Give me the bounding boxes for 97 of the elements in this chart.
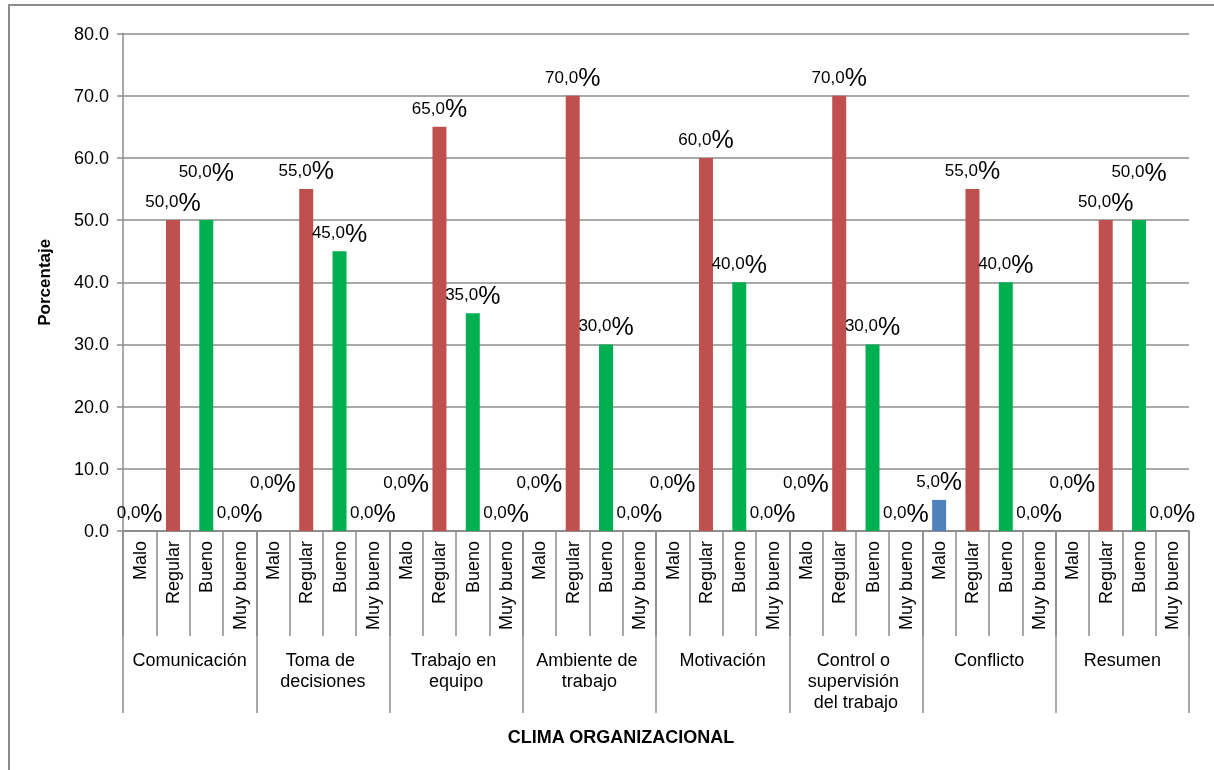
- y-tick-label: 80.0: [73, 23, 109, 44]
- x-tick-label: Muy bueno: [629, 541, 650, 631]
- data-label: 0,0%: [1049, 468, 1096, 497]
- y-tick-label: 10.0: [73, 458, 109, 479]
- data-label: 5,0%: [916, 467, 963, 496]
- data-label: 0,0%: [516, 468, 563, 497]
- data-label: 50,0%: [145, 187, 201, 216]
- y-tick-label: 0.0: [83, 521, 109, 541]
- bar: [865, 344, 880, 531]
- x-tick-label: Malo: [396, 541, 417, 581]
- x-tick-label: Malo: [795, 541, 816, 581]
- x-tick-label: Malo: [929, 541, 950, 581]
- bar: [199, 220, 214, 531]
- x-tick-label: Muy bueno: [229, 541, 250, 631]
- x-tick-label: Bueno: [329, 541, 350, 594]
- bar: [832, 95, 847, 531]
- x-tick-label: Bueno: [995, 541, 1016, 594]
- text: Conflicto: [954, 649, 1025, 670]
- bar: [465, 313, 480, 531]
- x-tick-label: Malo: [129, 541, 150, 581]
- y-tick-label: 20.0: [73, 396, 109, 417]
- bar: [332, 251, 347, 531]
- bar: [965, 188, 980, 531]
- y-tick-label: 40.0: [73, 272, 109, 293]
- data-label: 0,0%: [216, 498, 263, 527]
- bar: [599, 344, 614, 531]
- data-label: 55,0%: [278, 156, 334, 185]
- data-label: 0,0%: [882, 498, 929, 527]
- data-label: 55,0%: [944, 156, 1001, 185]
- x-tick-label: Muy bueno: [1029, 541, 1050, 631]
- x-tick-label: Bueno: [462, 541, 483, 594]
- x-tick-label: Regular: [162, 541, 183, 605]
- data-label: 0,0%: [116, 498, 163, 527]
- bar: [299, 188, 314, 531]
- x-tick-label: Bueno: [196, 541, 217, 594]
- bar: [732, 282, 747, 531]
- y-tick-label: 70.0: [73, 85, 109, 106]
- data-label: 0,0%: [749, 498, 796, 527]
- data-label: 50,0%: [1078, 187, 1134, 216]
- data-label: 65,0%: [411, 94, 468, 123]
- bar: [165, 220, 180, 531]
- x-tick-label: Muy bueno: [895, 541, 916, 631]
- x-tick-label: Malo: [262, 541, 283, 581]
- x-tick-label: Regular: [829, 541, 850, 605]
- x-tick-label: Bueno: [862, 541, 883, 594]
- x-tick-label: Muy bueno: [362, 541, 383, 631]
- data-label: 35,0%: [445, 280, 501, 309]
- x-tick-label: Muy bueno: [762, 541, 783, 631]
- x-tick-label: Bueno: [1129, 541, 1150, 594]
- bar: [698, 157, 713, 531]
- data-label: 0,0%: [483, 498, 530, 527]
- x-tick-label: Regular: [429, 541, 450, 605]
- bar: [1098, 220, 1113, 531]
- text: Trabajo en equipo: [410, 649, 502, 691]
- data-label: 0,0%: [1149, 498, 1196, 527]
- data-label: 70,0%: [811, 63, 867, 92]
- data-label: 0,0%: [649, 468, 696, 497]
- x-tick-label: Bueno: [596, 541, 617, 594]
- x-tick-label: Regular: [962, 541, 983, 605]
- x-tick-label: Muy bueno: [1162, 541, 1183, 631]
- text: Comunicación: [132, 649, 247, 670]
- x-tick-label: Regular: [695, 541, 716, 605]
- bar: [998, 282, 1013, 531]
- text: Motivación: [679, 649, 766, 670]
- bar: [565, 95, 580, 531]
- data-label: 0,0%: [383, 468, 430, 497]
- data-label: 50,0%: [1111, 157, 1167, 186]
- data-label: 0,0%: [616, 498, 663, 527]
- data-label: 0,0%: [782, 468, 829, 497]
- data-label: 0,0%: [349, 498, 396, 527]
- text: CLIMA ORGANIZACIONAL: [507, 727, 735, 747]
- bar: [432, 126, 447, 531]
- data-label: 0,0%: [249, 468, 296, 497]
- text: Ambiente de trabajo: [536, 649, 643, 691]
- data-label: 50,0%: [178, 157, 234, 186]
- x-tick-label: Malo: [1062, 541, 1083, 581]
- x-tick-label: Bueno: [729, 541, 750, 594]
- bar: [1132, 220, 1147, 531]
- text: Resumen: [1083, 649, 1161, 670]
- data-label: 70,0%: [545, 63, 601, 92]
- text: Control o supervisión del trabajo: [807, 649, 904, 712]
- text: Toma de decisiones: [280, 649, 366, 691]
- y-tick-label: 50.0: [73, 210, 109, 231]
- data-label: 30,0%: [844, 311, 901, 340]
- x-tick-label: Regular: [562, 541, 583, 605]
- data-label: 0,0%: [1016, 498, 1063, 527]
- x-tick-label: Malo: [662, 541, 683, 581]
- y-axis-title: Porcentaje: [35, 238, 54, 326]
- x-tick-label: Muy bueno: [496, 541, 517, 631]
- x-tick-label: Malo: [529, 541, 550, 581]
- y-tick-label: 60.0: [73, 147, 109, 168]
- x-tick-label: Regular: [296, 541, 317, 605]
- data-label: 60,0%: [678, 125, 734, 154]
- y-tick-label: 30.0: [73, 334, 109, 355]
- x-tick-label: Regular: [1095, 541, 1116, 605]
- bar: [932, 499, 947, 531]
- data-label: 30,0%: [578, 311, 634, 340]
